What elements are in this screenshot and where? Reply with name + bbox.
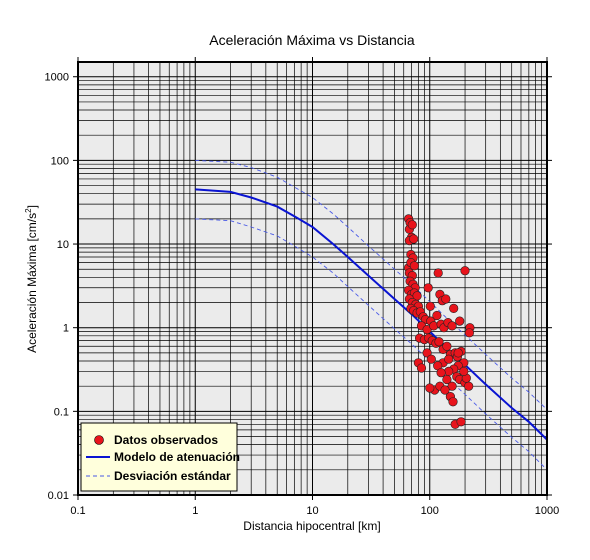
data-point [444,366,454,377]
x-tick-label: 1 [192,505,198,517]
data-point [440,385,450,395]
data-point [447,381,457,391]
x-tick-label: 1000 [535,505,559,517]
data-point [407,220,417,230]
y-tick-label: 0.1 [54,406,69,418]
x-axis-title: Distancia hipocentral [km] [243,519,380,533]
data-point [425,301,435,311]
data-point [433,268,443,278]
data-point [453,348,463,358]
y-axis-title-main: Aceleración Máxima [cm/s [25,213,39,353]
deviation-upper-line [195,159,548,410]
x-tick-label: 0.1 [70,505,85,517]
data-point [464,328,475,338]
observed-points [404,214,475,429]
legend: Datos observados Modelo de atenuación De… [80,422,240,492]
y-tick-label: 100 [51,155,69,167]
grid [77,62,547,496]
data-point [425,383,435,393]
y-tick-label: 1000 [45,72,69,84]
data-point [449,303,459,314]
data-point [422,348,432,358]
data-point [434,337,444,347]
attenuation-model-line [195,188,548,441]
data-point [409,234,419,244]
y-tick-label: 10 [57,239,69,251]
y-axis-title-end: ] [25,205,39,208]
legend-observed-label: Datos observados [114,433,218,447]
data-point [460,266,470,276]
data-point [456,417,466,427]
data-point [455,316,465,326]
y-axis-title: Aceleración Máxima [cm/s2] [24,205,39,353]
y-tick-label: 1 [63,323,69,335]
data-point [423,283,433,293]
data-point [426,354,436,364]
x-tick-label: 10 [306,505,318,517]
data-point [432,310,442,321]
data-point [447,321,457,331]
legend-observed-marker [94,435,104,445]
data-point [436,368,446,378]
data-point [459,366,469,377]
chart-title: Aceleración Máxima vs Distancia [209,32,415,48]
data-point [442,341,452,351]
data-point [416,363,427,373]
y-tick-label: 0.01 [48,490,69,502]
deviation-lower-line [195,218,548,471]
data-point [409,261,420,271]
y-axis-title-superscript: 2 [24,208,33,213]
x-tick-label: 100 [421,505,439,517]
data-point [444,354,454,364]
series-layer [195,159,548,471]
data-point [441,294,451,304]
data-point [464,381,474,391]
legend-deviation-label: Desviación estándar [114,469,231,483]
data-point [448,397,458,407]
legend-model-label: Modelo de atenuación [114,450,240,464]
data-point [442,374,452,385]
